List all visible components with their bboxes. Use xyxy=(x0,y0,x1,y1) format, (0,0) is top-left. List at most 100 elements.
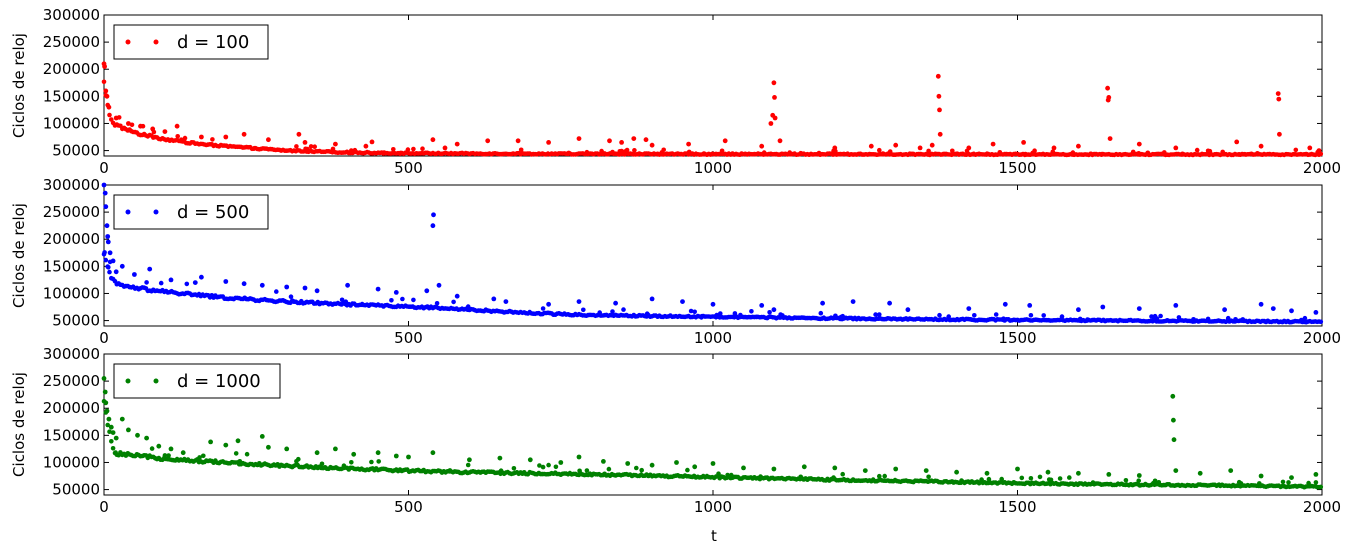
data-point xyxy=(223,134,229,140)
data-point xyxy=(882,473,887,479)
data-point xyxy=(929,142,935,148)
x-tick-label: 500 xyxy=(394,498,423,516)
legend-label: d = 500 xyxy=(177,202,249,223)
data-point xyxy=(302,140,308,145)
data-point xyxy=(375,286,381,292)
data-point xyxy=(639,467,644,473)
data-point xyxy=(621,307,626,312)
data-point xyxy=(1107,136,1113,142)
data-point xyxy=(1037,474,1043,480)
data-point xyxy=(199,274,204,280)
data-point xyxy=(192,280,198,285)
legend-box xyxy=(113,194,269,230)
data-point xyxy=(546,140,551,145)
data-point xyxy=(104,93,110,99)
data-point xyxy=(266,137,271,143)
data-point xyxy=(936,93,942,99)
data-point xyxy=(832,145,838,151)
data-point xyxy=(923,468,929,473)
data-point xyxy=(491,296,497,302)
data-point xyxy=(661,147,666,153)
data-point xyxy=(333,141,338,147)
data-point xyxy=(624,147,630,153)
data-point xyxy=(113,435,119,441)
data-point xyxy=(1057,476,1063,481)
data-point xyxy=(1289,475,1294,480)
legend-marker xyxy=(125,209,131,215)
data-point xyxy=(296,456,301,462)
y-tick-label: 200000 xyxy=(43,399,100,417)
data-point xyxy=(144,280,149,285)
data-point xyxy=(1136,478,1141,484)
data-point xyxy=(156,443,162,449)
data-point xyxy=(393,453,399,459)
legend: d = 1000 xyxy=(113,363,281,399)
data-point xyxy=(103,257,109,263)
data-point xyxy=(110,258,116,264)
data-point xyxy=(772,115,778,121)
data-point xyxy=(1258,143,1264,149)
data-point xyxy=(199,134,204,140)
data-point xyxy=(710,461,716,466)
data-point xyxy=(294,144,299,149)
data-point xyxy=(1302,315,1308,321)
data-point xyxy=(436,282,442,288)
data-point xyxy=(102,250,107,255)
data-point xyxy=(108,424,114,430)
data-point xyxy=(771,80,777,86)
legend-marker xyxy=(125,39,131,45)
data-point xyxy=(966,306,972,311)
data-point xyxy=(1276,96,1282,102)
data-point xyxy=(1136,306,1142,311)
data-point xyxy=(223,279,229,284)
data-point xyxy=(333,446,338,452)
data-point xyxy=(1076,307,1081,313)
x-tick-label: 1000 xyxy=(694,498,732,516)
data-point xyxy=(411,146,416,152)
data-point xyxy=(1059,314,1065,319)
panel-2: 0 500 1000 1500 2000 50000 100000 150000 200000 2… xyxy=(10,176,1341,347)
data-point xyxy=(454,141,460,147)
x-tick-label: 2000 xyxy=(1303,498,1341,516)
data-point xyxy=(406,454,411,460)
series-points xyxy=(101,376,1324,490)
data-point xyxy=(467,457,472,463)
y-tick-label: 150000 xyxy=(43,426,100,444)
data-point xyxy=(540,464,546,470)
data-point xyxy=(284,446,290,452)
data-point xyxy=(1316,148,1322,154)
data-point xyxy=(411,297,416,303)
data-point xyxy=(607,138,612,144)
data-point xyxy=(107,112,112,118)
data-point xyxy=(862,468,868,473)
data-point xyxy=(1015,466,1020,472)
data-point xyxy=(625,461,631,466)
data-point xyxy=(1228,468,1234,473)
legend: d = 500 xyxy=(113,194,269,230)
data-point xyxy=(105,234,111,239)
data-point xyxy=(634,465,639,471)
data-point xyxy=(132,272,137,277)
data-point xyxy=(106,265,111,270)
data-point xyxy=(434,301,440,306)
data-point xyxy=(1313,472,1319,477)
data-point xyxy=(716,471,721,477)
data-point xyxy=(420,146,425,151)
data-point xyxy=(937,131,943,137)
data-point xyxy=(125,427,131,433)
data-point xyxy=(926,474,931,480)
y-tick-label: 200000 xyxy=(43,230,100,248)
data-point xyxy=(104,223,110,229)
data-point xyxy=(369,459,374,465)
legend-box xyxy=(113,363,281,399)
data-point xyxy=(465,462,471,468)
data-point xyxy=(877,473,882,479)
data-point xyxy=(375,450,381,456)
data-point xyxy=(1313,480,1319,485)
data-point xyxy=(692,464,698,470)
x-axis-label-group: t xyxy=(711,527,717,544)
plot-frame xyxy=(103,14,1323,157)
x-axis-label: t xyxy=(711,527,717,544)
data-point xyxy=(688,308,694,314)
